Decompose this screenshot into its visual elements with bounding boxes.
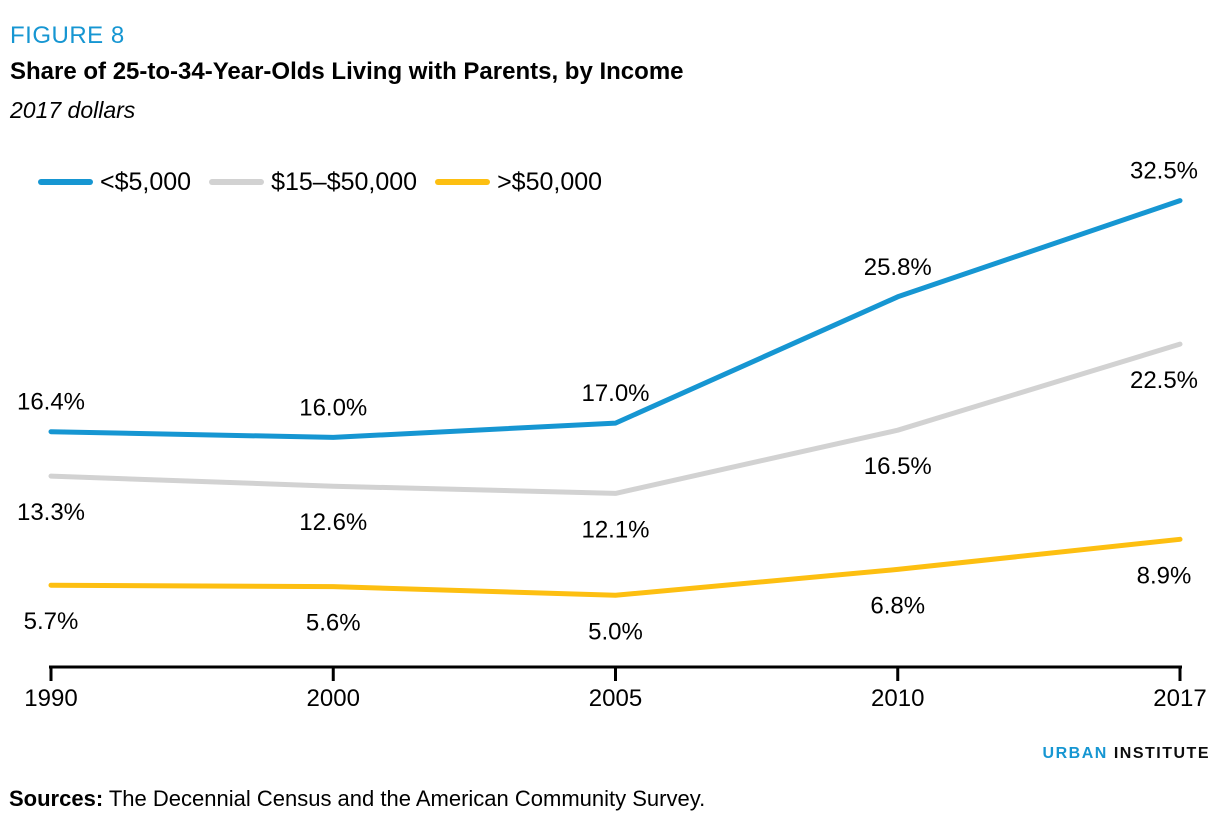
data-label-1-1: 12.6%	[299, 509, 367, 536]
chart-subtitle: 2017 dollars	[10, 97, 136, 123]
legend-label-2: >$50,000	[497, 167, 603, 196]
data-label-1-0: 13.3%	[17, 499, 85, 526]
logo-word-institute: INSTITUTE	[1113, 745, 1210, 762]
legend-swatch-icon	[435, 179, 491, 185]
legend-swatch-icon	[38, 179, 93, 185]
legend-swatch-icon	[209, 179, 265, 185]
data-label-1-4: 22.5%	[1130, 367, 1198, 394]
data-label-2-3: 6.8%	[870, 592, 925, 619]
urban-institute-logo: URBAN INSTITUTE	[1043, 745, 1210, 763]
legend-item-1: $15–$50,000	[209, 168, 417, 197]
data-label-0-2: 17.0%	[581, 380, 649, 407]
x-axis-label-1: 2000	[307, 685, 360, 712]
sources-text: The Decennial Census and the American Co…	[103, 786, 706, 811]
figure-number: FIGURE 8	[10, 22, 125, 49]
data-label-1-3: 16.5%	[864, 453, 932, 480]
series-line-1	[48, 341, 1183, 496]
x-axis-label-3: 2010	[871, 685, 924, 712]
chart-legend: <$5,000 $15–$50,000 >$50,000	[38, 166, 620, 198]
x-axis-label-4: 2017	[1153, 685, 1206, 712]
data-label-1-2: 12.1%	[581, 516, 649, 543]
series-line-2	[48, 536, 1183, 598]
series-line-0	[48, 198, 1183, 440]
data-label-2-2: 5.0%	[588, 618, 643, 645]
data-label-2-1: 5.6%	[306, 610, 361, 637]
data-label-2-4: 8.9%	[1137, 562, 1192, 589]
legend-label-1: $15–$50,000	[271, 167, 418, 196]
chart-title: Share of 25-to-34-Year-Olds Living with …	[10, 58, 684, 85]
logo-word-urban: URBAN	[1042, 745, 1108, 762]
data-label-0-3: 25.8%	[864, 254, 932, 281]
data-label-0-1: 16.0%	[299, 394, 367, 421]
legend-label-0: <$5,000	[100, 167, 192, 196]
sources-label: Sources:	[9, 786, 104, 811]
line-chart-canvas: 16.4% 16.0% 17.0% 25.8% 32.5% 13.3% 12.6% 12.1%…	[17, 158, 1207, 712]
sources-note: Sources: The Decennial Census and the Am…	[9, 786, 705, 812]
legend-item-2: >$50,000	[435, 168, 602, 197]
x-axis-label-0: 1990	[24, 685, 77, 712]
legend-item-0: <$5,000	[38, 168, 191, 197]
x-axis-label-2: 2005	[589, 685, 642, 712]
data-label-2-0: 5.7%	[24, 608, 79, 635]
data-label-0-0: 16.4%	[17, 389, 85, 416]
data-label-0-4: 32.5%	[1130, 158, 1198, 185]
